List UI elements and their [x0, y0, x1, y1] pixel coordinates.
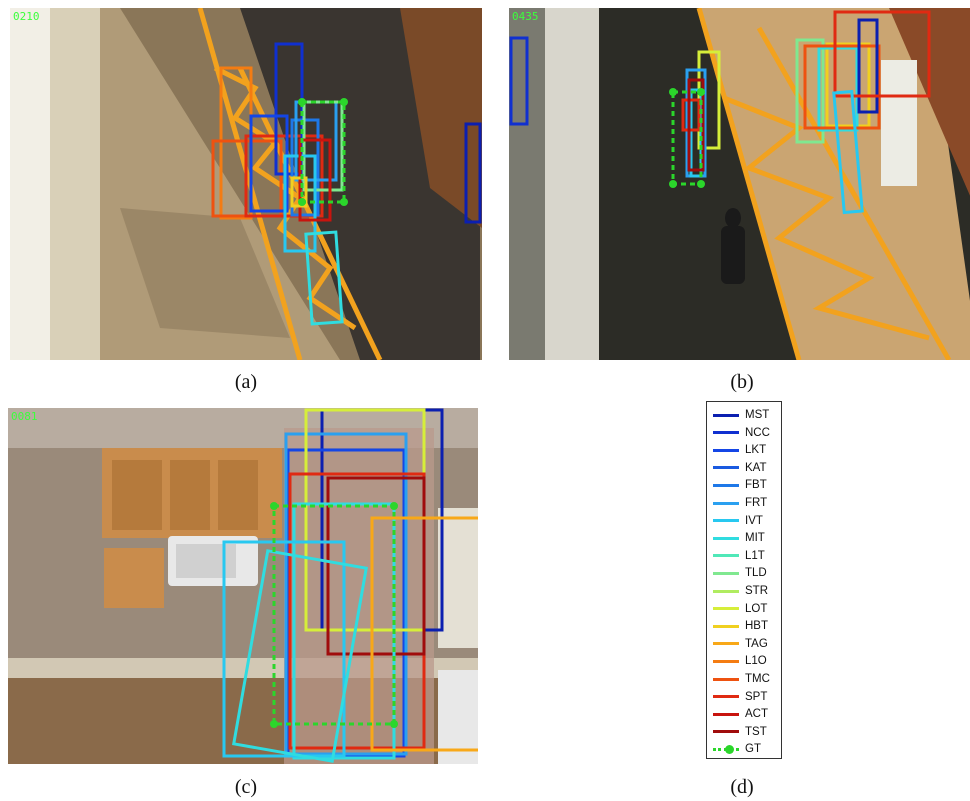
panel-b-frame: 0435 — [509, 8, 970, 360]
legend-item: ACT — [713, 706, 768, 722]
legend-label: FBT — [745, 479, 767, 492]
legend-item: TLD — [713, 565, 767, 581]
legend-swatch — [713, 571, 739, 575]
legend-item: HBT — [713, 618, 768, 634]
legend-swatch — [713, 695, 739, 699]
legend-swatch — [713, 659, 739, 663]
legend-label: STR — [745, 585, 768, 597]
caption-a: (a) — [234, 371, 258, 393]
legend-label: TMC — [745, 673, 770, 685]
legend-item: TST — [713, 724, 767, 740]
legend-label: MIT — [745, 532, 765, 545]
panel-c-frame: 0081 — [8, 408, 478, 764]
legend-swatch — [713, 642, 739, 646]
frame-number: 0210 — [13, 10, 40, 23]
legend-label: IVT — [745, 514, 763, 527]
legend-label: TLD — [745, 567, 767, 580]
legend-label: ACT — [745, 708, 768, 721]
panel-b-scene — [509, 8, 970, 360]
legend-label: SPT — [745, 690, 768, 703]
legend-swatch — [713, 712, 739, 716]
frame-number: 0435 — [512, 10, 539, 23]
caption-c: (c) — [234, 776, 258, 798]
legend-label: LOT — [745, 602, 768, 615]
legend-swatch — [713, 519, 739, 523]
legend-label: TAG — [745, 637, 768, 650]
legend-swatch — [713, 607, 739, 611]
legend-label: HBT — [745, 620, 768, 633]
legend-label: FRT — [745, 497, 768, 509]
legend-item: TAG — [713, 636, 768, 652]
legend-item: L1T — [713, 548, 765, 564]
legend-swatch — [713, 624, 739, 628]
legend-swatch — [713, 730, 739, 734]
caption-d: (d) — [730, 776, 754, 798]
legend-label: LKT — [745, 444, 767, 457]
legend-item: TMC — [713, 671, 770, 687]
legend-item: L1O — [713, 653, 767, 669]
legend-item: FRT — [713, 495, 767, 511]
legend-label: TST — [745, 725, 767, 738]
legend-swatch — [713, 554, 739, 558]
legend-item: MST — [713, 407, 769, 423]
legend-label: GT — [745, 743, 761, 756]
legend-swatch — [713, 466, 739, 470]
legend-swatch — [713, 413, 739, 417]
legend-item: FBT — [713, 477, 767, 493]
panel-a-scene — [10, 8, 482, 360]
legend-item: NCC — [713, 425, 770, 441]
legend-swatch — [713, 448, 739, 452]
legend-label: NCC — [745, 426, 770, 439]
legend-item: IVT — [713, 513, 763, 529]
frame-number: 0081 — [11, 410, 38, 423]
legend-label: KAT — [745, 461, 767, 474]
legend-item: STR — [713, 583, 768, 599]
legend-swatch — [713, 744, 739, 754]
legend-item: MIT — [713, 530, 765, 546]
panel-a-frame: 0210 — [10, 8, 482, 360]
legend-item: GT — [713, 741, 761, 757]
legend-item: KAT — [713, 460, 767, 476]
legend-item: LOT — [713, 601, 767, 617]
caption-b: (b) — [730, 371, 754, 393]
legend-item: SPT — [713, 689, 767, 705]
legend-swatch — [713, 431, 739, 435]
legend-swatch — [713, 536, 739, 540]
legend-swatch — [713, 483, 739, 487]
legend-label: L1O — [745, 655, 767, 668]
legend-swatch — [713, 501, 739, 505]
legend-item: LKT — [713, 442, 766, 458]
legend-label: MST — [745, 409, 770, 421]
legend-label: L1T — [745, 549, 765, 562]
legend-swatch — [713, 677, 739, 681]
legend: MST NCC LKT KAT FBT FRT IVT MIT L1T TLD STR LOT HBT T… — [706, 401, 782, 759]
legend-swatch — [713, 589, 739, 593]
panel-c-scene — [8, 408, 478, 764]
